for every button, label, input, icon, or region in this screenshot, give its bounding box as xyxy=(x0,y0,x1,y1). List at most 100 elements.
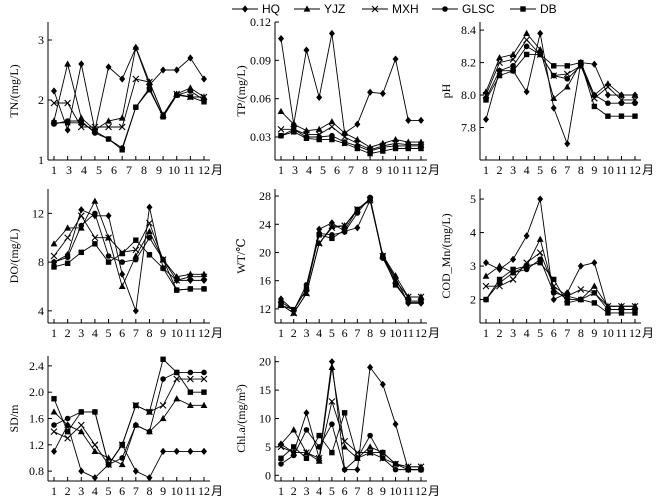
x-tick-label: 6 xyxy=(342,484,348,498)
x-tick-label: 7 xyxy=(126,163,132,177)
data-point-db xyxy=(618,310,625,316)
x-tick-label: 3 xyxy=(78,326,84,340)
data-point-db xyxy=(278,455,284,461)
data-point-yjz xyxy=(366,443,374,450)
y-tick-label: 7.8 xyxy=(461,121,476,135)
data-point-db xyxy=(537,260,543,266)
legend-item-glsc: GLSC xyxy=(432,2,495,16)
data-point-glsc xyxy=(392,466,399,473)
data-point-glsc xyxy=(119,259,125,265)
data-point-hq xyxy=(146,203,153,211)
data-point-hq xyxy=(550,295,557,304)
series-hq xyxy=(51,203,207,315)
data-point-yjz xyxy=(328,118,336,125)
data-point-hq xyxy=(160,66,167,74)
series-glsc xyxy=(483,256,638,313)
data-point-glsc xyxy=(105,253,112,259)
data-point-mxh xyxy=(341,437,349,445)
series-line-hq xyxy=(53,423,204,479)
data-point-db xyxy=(278,302,284,309)
series-line-hq xyxy=(53,46,205,132)
data-point-db xyxy=(160,114,166,120)
data-point-hq xyxy=(278,35,284,43)
data-point-mxh xyxy=(328,224,336,232)
data-point-mxh xyxy=(64,434,72,442)
data-point-db xyxy=(367,449,373,456)
data-point-hq xyxy=(303,46,310,54)
data-point-yjz xyxy=(353,135,361,143)
data-point-yjz xyxy=(496,54,503,61)
y-axis-label: TN/(mg/L) xyxy=(7,64,21,117)
data-point-db xyxy=(392,145,399,152)
x-tick-label: 2 xyxy=(65,484,71,498)
x-tick-label: 4 xyxy=(81,163,87,177)
x-tick-label: 8 xyxy=(367,326,373,340)
x-unit-label: 月 xyxy=(211,163,223,177)
x-tick-label: 8 xyxy=(578,326,584,340)
x-tick-label: 6 xyxy=(551,326,557,340)
data-point-db xyxy=(564,63,570,69)
data-point-mxh xyxy=(496,59,503,66)
data-point-hq xyxy=(78,206,85,214)
data-point-hq xyxy=(591,60,598,68)
data-point-db xyxy=(187,389,194,395)
data-point-glsc xyxy=(187,369,194,376)
data-point-hq xyxy=(51,87,57,95)
data-point-glsc xyxy=(146,234,153,241)
data-point-db xyxy=(92,241,98,247)
data-point-glsc xyxy=(133,422,139,428)
x-tick-label: 8 xyxy=(367,484,373,498)
data-point-db xyxy=(329,449,335,456)
x-tick-label: 9 xyxy=(591,326,597,340)
data-point-db xyxy=(51,396,57,402)
x-tick-label: 4 xyxy=(524,163,530,177)
series-db xyxy=(278,129,424,157)
data-point-db xyxy=(316,136,322,143)
data-point-db xyxy=(405,466,411,473)
data-point-db xyxy=(92,128,98,134)
legend-item-db: DB xyxy=(510,2,557,16)
legend-item-yjz: YJZ xyxy=(294,2,345,16)
series-line-db xyxy=(53,239,204,291)
data-point-db xyxy=(119,250,125,257)
x-tick-label: 9 xyxy=(160,484,166,498)
y-axis-label: WT/℃ xyxy=(234,238,248,273)
data-point-db xyxy=(496,72,503,79)
data-point-mxh xyxy=(482,282,490,290)
data-point-db xyxy=(496,276,503,283)
data-point-hq xyxy=(550,104,557,112)
data-point-db xyxy=(392,461,399,467)
y-tick-label: 8.0 xyxy=(461,88,476,102)
series-hq xyxy=(278,358,424,474)
data-point-db xyxy=(341,410,348,416)
x-tick-label: 3 xyxy=(510,326,516,340)
x-tick-label: 11 xyxy=(185,326,197,340)
data-point-glsc xyxy=(564,76,571,82)
series-hq xyxy=(483,195,638,314)
x-tick-label: 7 xyxy=(564,326,570,340)
data-point-yjz xyxy=(315,125,323,132)
y-tick-label: 12 xyxy=(32,206,44,220)
x-tick-label: 11 xyxy=(616,163,628,177)
data-point-mxh xyxy=(523,36,531,44)
x-tick-label: 5 xyxy=(96,163,102,177)
data-point-db xyxy=(105,136,112,142)
series-mxh xyxy=(482,249,639,310)
data-point-yjz xyxy=(118,460,126,468)
x-tick-label: 1 xyxy=(483,326,489,340)
data-point-mxh xyxy=(132,246,140,254)
legend-label: HQ xyxy=(262,2,280,16)
data-point-db xyxy=(578,59,584,66)
x-tick-label: 3 xyxy=(303,326,309,340)
data-point-db xyxy=(354,145,361,152)
data-point-yjz xyxy=(341,129,349,136)
data-point-db xyxy=(418,145,424,152)
data-point-hq xyxy=(483,259,489,267)
data-point-mxh xyxy=(186,273,194,281)
data-point-hq xyxy=(510,255,517,263)
x-tick-label: 5 xyxy=(106,326,112,340)
data-point-glsc xyxy=(51,422,57,428)
data-point-yjz xyxy=(118,114,126,121)
